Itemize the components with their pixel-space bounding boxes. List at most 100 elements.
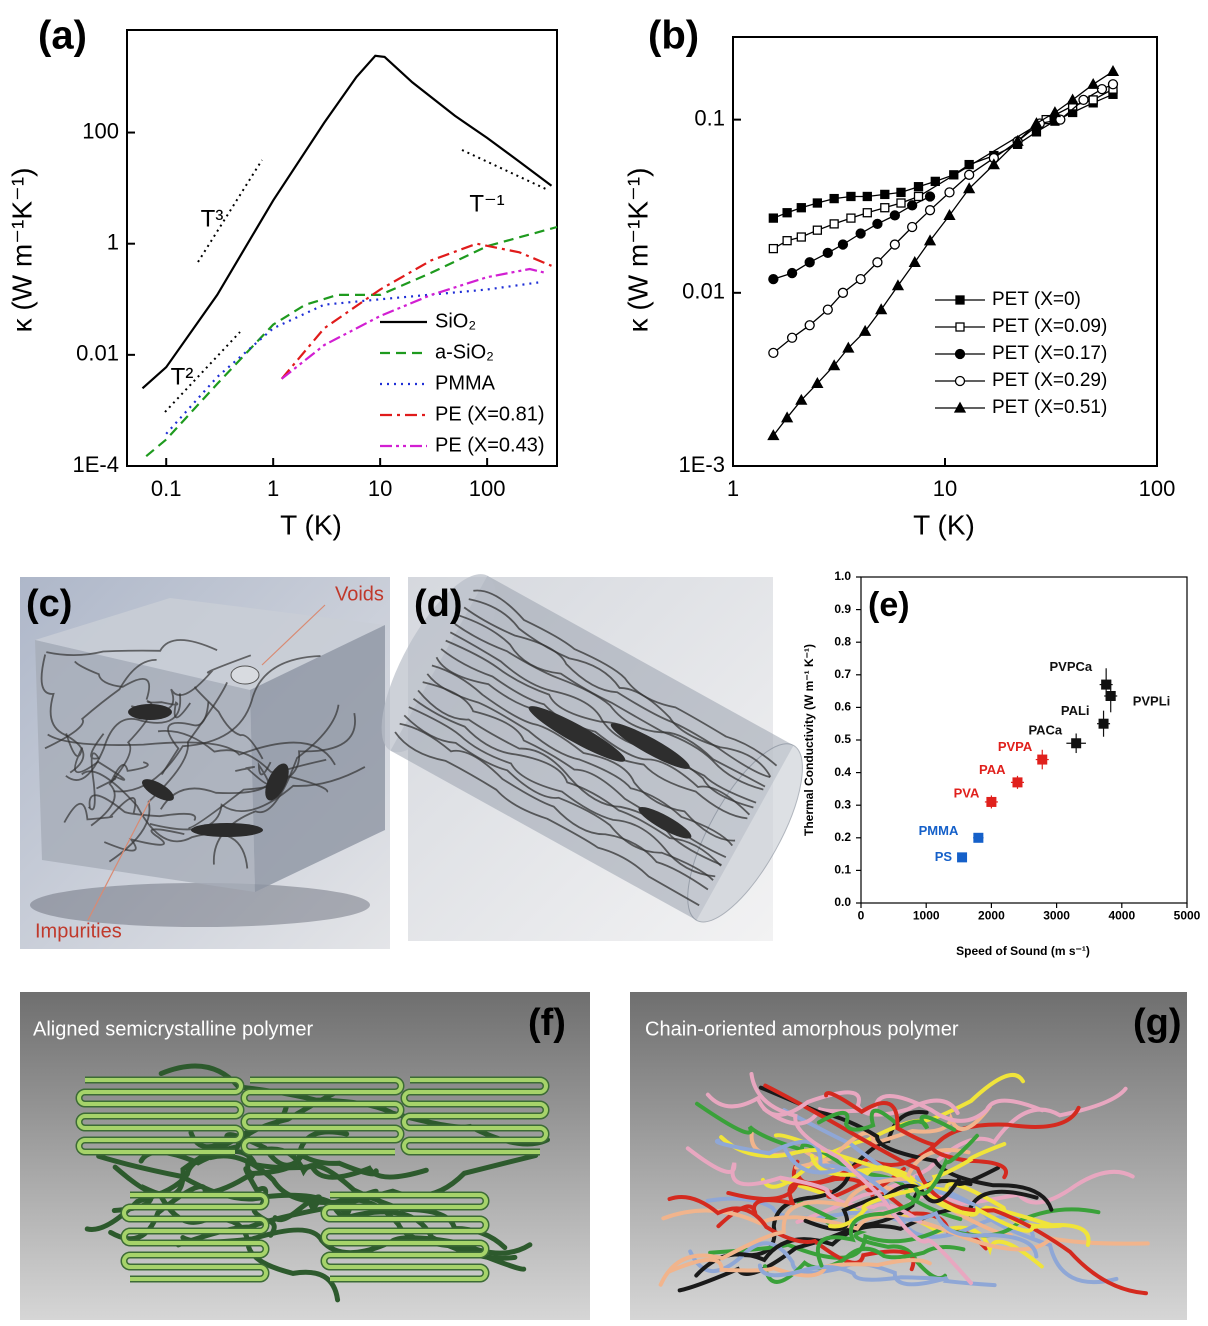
x-tick-label: 1 <box>267 476 279 501</box>
y-axis-label: κ (W m⁻¹K⁻¹) <box>6 168 37 333</box>
marker <box>769 214 777 222</box>
x-axis-label: T (K) <box>913 509 975 540</box>
series-line <box>282 244 552 379</box>
point-label: PVPCa <box>1050 659 1093 674</box>
annotation: T³ <box>201 205 224 232</box>
legend-label: a-SiO₂ <box>435 341 494 363</box>
y-tick-label: 0.9 <box>834 602 851 616</box>
marker <box>813 199 821 207</box>
marker <box>823 305 832 314</box>
y-tick-label: 0.0 <box>834 895 851 909</box>
y-axis-label: Thermal Conductivity (W m⁻¹ K⁻¹) <box>802 644 816 836</box>
label: Voids <box>335 583 384 605</box>
legend-marker <box>956 296 964 304</box>
panel-d: (d) <box>360 559 824 941</box>
marker <box>1079 95 1088 104</box>
legend-label: SiO₂ <box>435 310 476 332</box>
point-label: PALi <box>1061 703 1090 718</box>
y-tick-label: 1E-4 <box>73 452 119 477</box>
marker <box>1108 80 1117 89</box>
marker <box>897 199 905 207</box>
x-tick-label: 1 <box>727 476 739 501</box>
series-line <box>773 89 1113 249</box>
y-tick-label: 1E-3 <box>679 452 725 477</box>
panel-letter: (c) <box>26 583 72 625</box>
marker <box>897 188 905 196</box>
x-tick-label: 1000 <box>913 908 940 922</box>
marker <box>915 183 923 191</box>
point-label: PVPLi <box>1133 693 1171 708</box>
marker <box>873 258 882 267</box>
legend-label: PET (X=0) <box>992 289 1081 310</box>
lamella <box>244 1080 401 1152</box>
marker <box>908 201 917 210</box>
marker <box>847 192 855 200</box>
marker <box>908 222 917 231</box>
marker <box>873 219 882 228</box>
marker <box>926 206 935 215</box>
x-axis-label: T (K) <box>280 509 342 540</box>
impurity <box>128 704 172 720</box>
x-tick-label: 3000 <box>1043 908 1070 922</box>
panel-c: Voids Impurities (c) <box>20 577 390 949</box>
x-tick-label: 10 <box>368 476 392 501</box>
panel-letter: (b) <box>648 14 699 58</box>
marker <box>1097 85 1106 94</box>
y-tick-label: 0.1 <box>834 863 851 877</box>
panel-letter: (e) <box>868 586 910 624</box>
y-tick-label: 0.2 <box>834 830 851 844</box>
series-line <box>773 94 1113 218</box>
annotation: T² <box>171 363 194 390</box>
point-label: PAA <box>979 762 1006 777</box>
x-axis-label: Speed of Sound (m s⁻¹) <box>956 944 1090 958</box>
marker <box>860 326 870 335</box>
marker <box>945 188 954 197</box>
x-tick-label: 0 <box>858 908 865 922</box>
panel-letter: (a) <box>38 14 87 58</box>
marker <box>823 248 832 257</box>
impurity <box>191 823 263 837</box>
legend-label: PET (X=0.09) <box>992 316 1107 337</box>
point <box>1071 738 1081 748</box>
marker <box>893 281 903 290</box>
point <box>1101 680 1111 690</box>
marker <box>788 269 797 278</box>
y-tick-label: 0.7 <box>834 667 851 681</box>
figure: Voids Impurities (c) (d) Aligned semicry… <box>0 0 1208 1326</box>
label: Impurities <box>35 920 122 942</box>
y-tick-label: 0.5 <box>834 732 851 746</box>
void <box>231 666 259 684</box>
point <box>986 797 996 807</box>
guide-line <box>462 150 548 190</box>
y-tick-label: 0.01 <box>682 279 725 304</box>
x-tick-label: 2000 <box>978 908 1005 922</box>
marker <box>1108 66 1118 75</box>
marker <box>965 170 974 179</box>
x-tick-label: 5000 <box>1174 908 1201 922</box>
marker <box>783 209 791 217</box>
marker <box>926 192 935 201</box>
y-tick-label: 0.01 <box>76 341 119 366</box>
marker <box>830 195 838 203</box>
marker <box>910 257 920 266</box>
lamella <box>79 1080 241 1152</box>
marker <box>769 348 778 357</box>
y-tick-label: 100 <box>82 118 119 143</box>
marker <box>876 305 886 314</box>
point <box>1106 691 1116 701</box>
marker <box>890 211 899 220</box>
lamella <box>404 1080 546 1152</box>
point <box>1037 755 1047 765</box>
marker <box>1088 79 1098 88</box>
point <box>1012 777 1022 787</box>
point <box>957 852 967 862</box>
panel-f: Aligned semicrystalline polymer (f) <box>20 992 590 1320</box>
panel-title: Chain-oriented amorphous polymer <box>645 1018 959 1040</box>
marker <box>881 204 889 212</box>
legend-label: PE (X=0.81) <box>435 403 545 425</box>
marker <box>797 204 805 212</box>
legend-label: PET (X=0.29) <box>992 370 1107 391</box>
marker <box>915 192 923 200</box>
marker <box>863 209 871 217</box>
marker <box>783 237 791 245</box>
